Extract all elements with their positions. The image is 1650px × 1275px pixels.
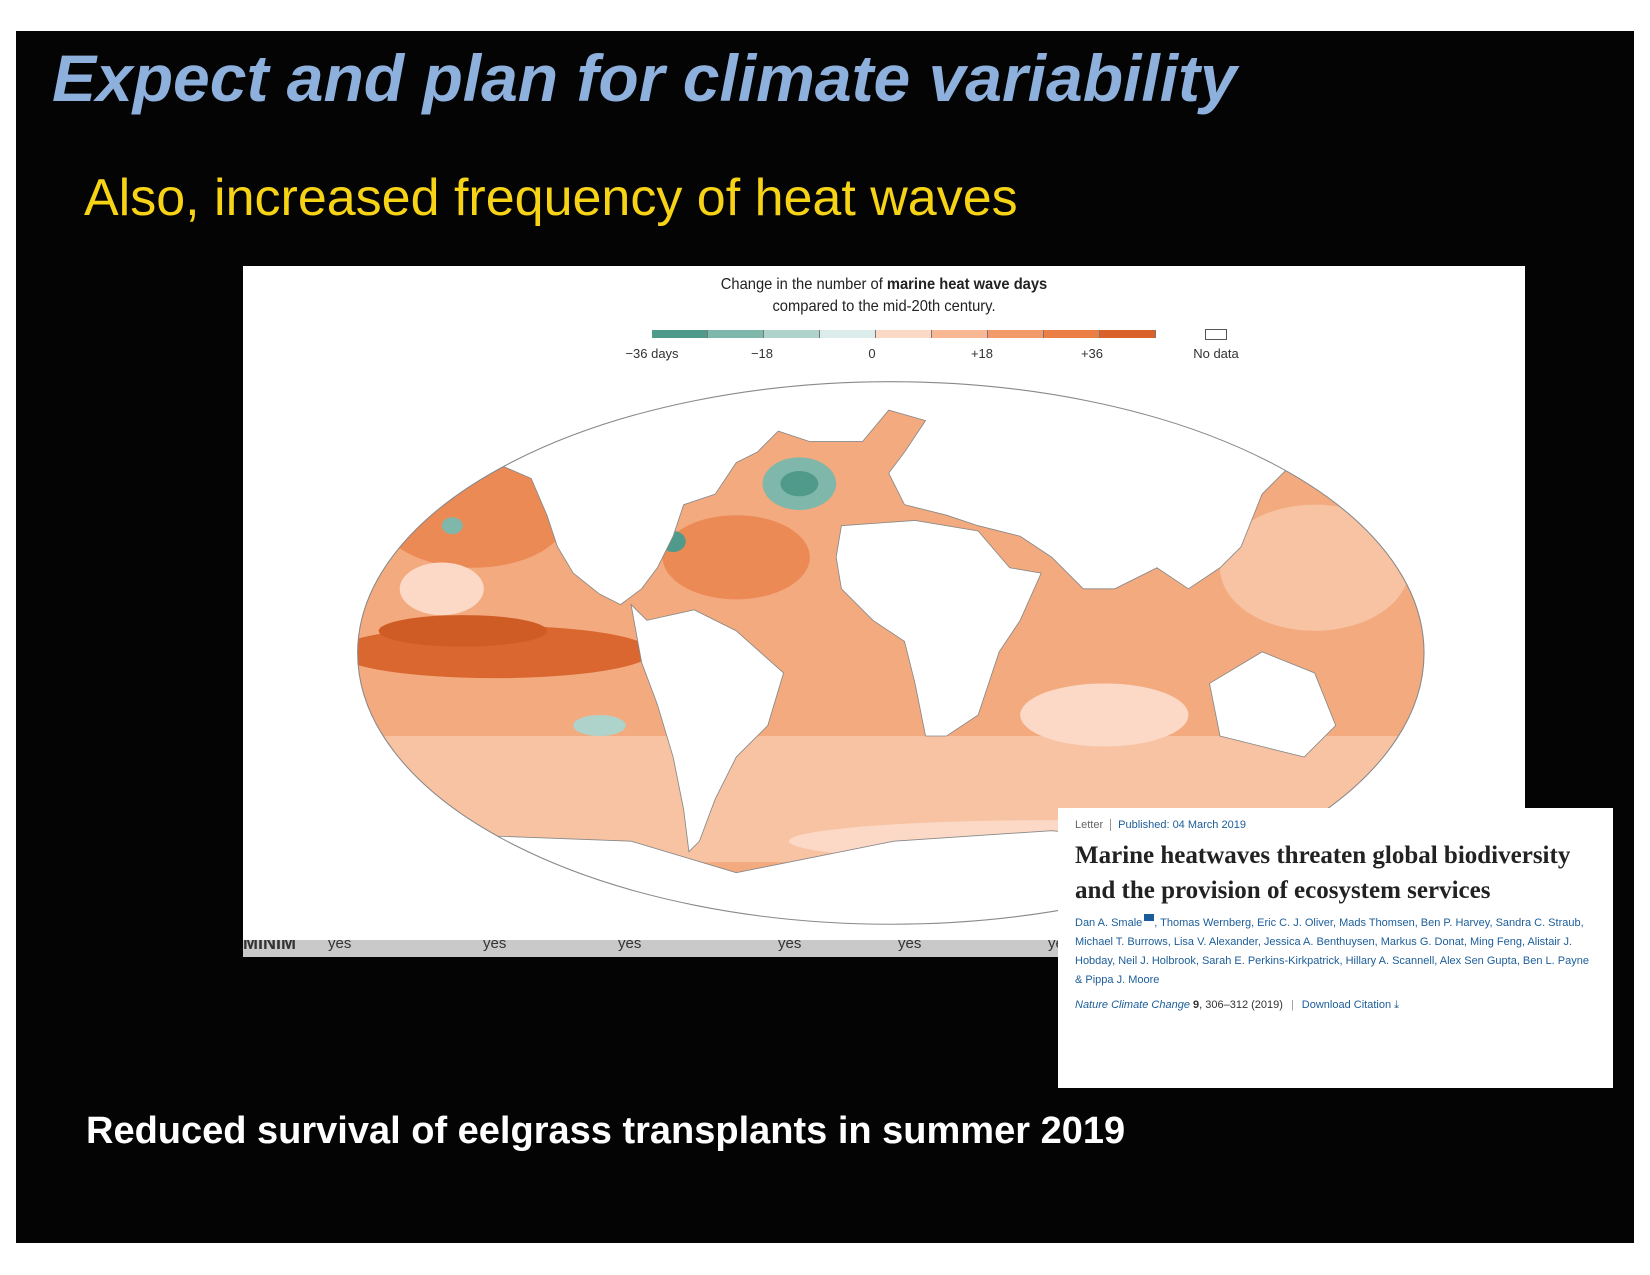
no-data-label: No data [1193, 346, 1239, 361]
legend-swatch [1100, 330, 1156, 338]
legend-swatch [708, 330, 764, 338]
legend-tick: +18 [970, 346, 994, 361]
author-links[interactable]: , Thomas Wernberg, Eric C. J. Oliver, Ma… [1075, 917, 1589, 986]
legend-swatch [1044, 330, 1100, 338]
slide-subtitle: Also, increased frequency of heat waves [84, 169, 1018, 227]
map-title: Change in the number of marine heat wave… [294, 274, 1473, 318]
article-type: Letter [1075, 819, 1104, 831]
download-citation-link[interactable]: Download Citation ⤓ [1301, 999, 1399, 1011]
slide-title: Expect and plan for climate variability [52, 41, 1237, 115]
author-list: Dan A. Smale, Thomas Wernberg, Eric C. J… [1075, 914, 1599, 990]
legend-tick: 0 [868, 346, 876, 361]
volume: 9 [1193, 999, 1200, 1011]
legend-swatch [932, 330, 988, 338]
pages: , 306–312 (2019) [1199, 999, 1283, 1011]
journal-link[interactable]: Nature Climate Change [1075, 999, 1190, 1011]
strip-cell: yes [328, 940, 352, 952]
divider: | [1290, 999, 1294, 1011]
bottom-caption: Reduced survival of eelgrass transplants… [86, 1110, 1126, 1152]
strip-cell: yes [483, 940, 507, 952]
legend-swatch [764, 330, 820, 338]
divider [1110, 819, 1112, 832]
legend-swatch [652, 330, 708, 338]
mail-icon[interactable] [1144, 914, 1155, 922]
article-title: Marine heatwaves threaten global biodive… [1075, 842, 1571, 904]
legend-tick: −18 [750, 346, 774, 361]
strip-cell: yes [898, 940, 922, 952]
legend-swatch [876, 330, 932, 338]
australia-land [1209, 651, 1337, 758]
map-title-bold: marine heat wave days [886, 276, 1048, 293]
article-card: Letter Published: 04 March 2019 Marine he… [1058, 808, 1613, 1088]
strip-cell: yes [618, 940, 642, 952]
no-data-swatch [1205, 329, 1227, 340]
map-title-prefix: Change in the number of [720, 276, 887, 293]
color-legend [652, 330, 1156, 338]
legend-swatch [820, 330, 876, 338]
north-america-land [357, 381, 1425, 606]
author-link[interactable]: Dan A. Smale [1075, 917, 1143, 929]
strip-cell: yes [778, 940, 802, 952]
africa-land [835, 520, 1042, 737]
article-meta: Letter Published: 04 March 2019 [1075, 818, 1599, 832]
map-title-line2: compared to the mid-20th century. [772, 298, 996, 315]
citation-line: Nature Climate Change 9, 306–312 (2019) |… [1075, 998, 1599, 1012]
legend-tick: −36 days [625, 346, 679, 361]
south-america-land [630, 603, 785, 853]
publish-date: Published: 04 March 2019 [1118, 819, 1246, 831]
legend-swatch [988, 330, 1044, 338]
legend-tick: +36 [1080, 346, 1104, 361]
heatwave-map-figure: Change in the number of marine heat wave… [243, 266, 1525, 940]
strip-label: MINIM [243, 940, 296, 953]
table-strip: MINIM yes yes yes yes yes ye [243, 940, 1063, 957]
